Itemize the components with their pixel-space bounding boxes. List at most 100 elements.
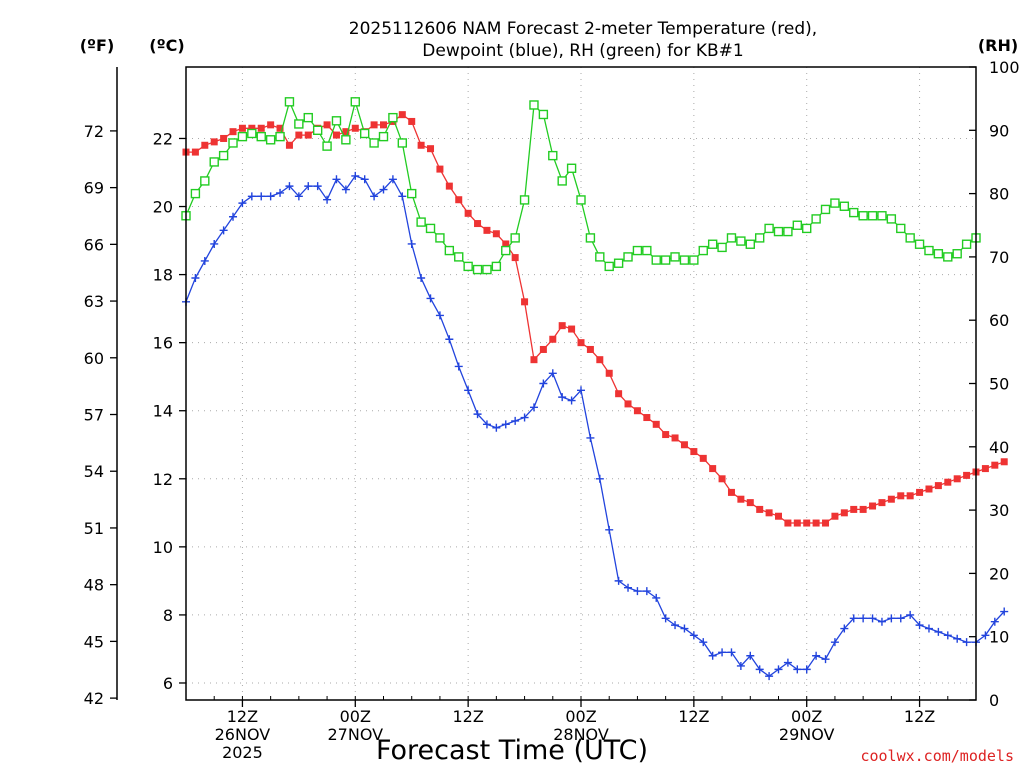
temperature-point — [840, 509, 848, 517]
dewpoint-point — [689, 631, 698, 640]
temperature-point — [464, 209, 472, 217]
temperature-point — [257, 124, 265, 132]
dewpoint-point — [859, 614, 868, 623]
temperature-point — [831, 512, 839, 520]
tick-label-celsius: 8 — [163, 606, 173, 625]
temperature-point — [210, 138, 218, 146]
temperature-point — [530, 356, 538, 364]
rh-point — [802, 223, 812, 234]
tick-label-rh: 30 — [989, 501, 1009, 520]
dewpoint-point — [652, 593, 661, 602]
temperature-point — [549, 335, 557, 343]
tick-label-rh: 50 — [989, 375, 1009, 394]
temperature-point — [342, 128, 350, 136]
rh-point — [764, 223, 774, 234]
dewpoint-point — [548, 369, 557, 378]
temperature-point — [765, 509, 773, 517]
rh-point — [341, 135, 351, 145]
temperature-point — [756, 505, 764, 513]
dewpoint-point — [746, 651, 755, 660]
dewpoint-point — [276, 188, 285, 197]
tick-label-x: 00Z — [791, 707, 822, 726]
temperature-point — [887, 495, 895, 503]
temperature-point — [709, 465, 717, 473]
dewpoint-point — [435, 311, 444, 320]
temperature-point — [201, 141, 209, 149]
tick-label-fahrenheit: 66 — [84, 235, 104, 254]
tick-label-x: 12Z — [904, 707, 935, 726]
rh-point — [839, 201, 850, 211]
temperature-point — [220, 134, 228, 142]
rh-point — [425, 223, 436, 234]
tick-label-fahrenheit: 51 — [84, 519, 104, 538]
chart-title-line1: 2025112606 NAM Forecast 2-meter Temperat… — [349, 19, 817, 39]
dewpoint-point — [830, 638, 839, 647]
tick-label-x: 12Z — [678, 707, 709, 726]
dewpoint-point — [567, 396, 576, 405]
temperature-point — [558, 322, 566, 330]
temperature-point — [568, 325, 576, 333]
rh-point — [896, 223, 906, 234]
dewpoint-point — [341, 185, 350, 194]
tick-label-rh: 40 — [989, 438, 1009, 457]
rh-point — [228, 138, 238, 148]
temperature-point — [925, 485, 933, 493]
dewpoint-point — [586, 433, 595, 442]
rh-point — [886, 214, 897, 224]
rh-point — [698, 245, 708, 256]
rh-point — [265, 135, 276, 145]
dewpoint-point — [821, 655, 830, 664]
temperature-point — [276, 124, 284, 132]
temperature-point — [803, 519, 811, 527]
dewpoint-point — [765, 672, 774, 681]
rh-point — [952, 249, 962, 259]
temperature-point — [643, 414, 651, 422]
tick-label-fahrenheit: 69 — [84, 179, 104, 198]
dewpoint-point — [257, 192, 266, 201]
rh-point — [312, 125, 323, 136]
dewpoint-point — [812, 651, 821, 660]
rh-point — [811, 214, 821, 224]
dewpoint-point — [605, 525, 614, 534]
dewpoint-point — [680, 624, 689, 633]
dewpoint-point — [266, 192, 275, 201]
dewpoint-point — [924, 624, 933, 633]
dewpoint-point — [464, 386, 473, 395]
rh-point — [820, 204, 831, 215]
rh-point — [463, 261, 473, 272]
dewpoint-point — [492, 423, 501, 432]
temperature-point — [878, 499, 886, 507]
dewpoint-point — [210, 239, 219, 248]
dewpoint-point — [200, 256, 209, 265]
dewpoint-point — [1000, 607, 1009, 616]
tick-label-fahrenheit: 60 — [84, 349, 104, 368]
rh-point — [218, 150, 229, 161]
temperature-point — [699, 454, 707, 462]
rh-point — [933, 249, 944, 259]
rh-point — [247, 128, 257, 139]
rh-point — [548, 150, 558, 161]
temperature-point — [680, 441, 688, 449]
temperature-point — [869, 502, 877, 510]
rh-point — [914, 239, 925, 249]
tick-label-fahrenheit: 57 — [84, 406, 104, 425]
tick-label-fahrenheit: 48 — [84, 576, 104, 595]
dewpoint-point — [793, 665, 802, 674]
dewpoint-point — [511, 416, 520, 425]
dewpoint-point — [398, 192, 407, 201]
rh-point — [482, 264, 492, 275]
temperature-point — [1000, 458, 1008, 466]
temperature-point — [586, 345, 594, 353]
dewpoint-point — [379, 185, 388, 194]
dewpoint-point — [370, 192, 379, 201]
dewpoint-point — [896, 614, 905, 623]
temperature-point — [963, 471, 971, 479]
temperature-point — [944, 478, 952, 486]
temperature-point — [981, 465, 989, 473]
rh-point — [369, 138, 379, 148]
temperature-point — [897, 492, 905, 500]
rh-point — [284, 97, 295, 107]
rh-point — [736, 236, 746, 246]
temperature-point — [690, 448, 698, 456]
tick-label-rh: 70 — [989, 248, 1009, 267]
